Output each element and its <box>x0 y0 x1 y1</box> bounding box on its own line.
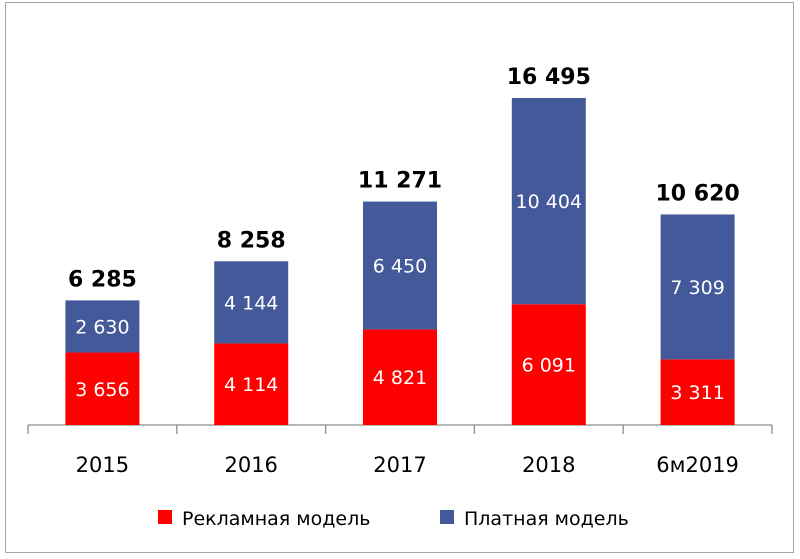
bar-segment <box>660 214 735 360</box>
bar-value-label: 2 630 <box>75 316 129 338</box>
bar-value-label: 4 114 <box>224 374 278 396</box>
legend-swatch <box>158 510 172 524</box>
bar-value-label: 10 404 <box>516 191 582 213</box>
x-tick-label: 2015 <box>76 453 129 477</box>
bar-value-label: 4 821 <box>373 367 427 389</box>
bar-total-label: 11 271 <box>358 169 442 194</box>
bar-segment <box>511 98 586 305</box>
legend-label: Рекламная модель <box>182 508 370 530</box>
bar-segment <box>65 300 140 353</box>
x-tick-label: 2016 <box>224 453 277 477</box>
bar-value-label: 3 311 <box>670 382 724 404</box>
bar-value-label: 7 309 <box>670 277 724 299</box>
bar-segment <box>214 343 289 425</box>
legend-label: Платная модель <box>464 508 629 530</box>
bar-segment <box>214 261 289 344</box>
bar-total-label: 16 495 <box>507 65 591 90</box>
bar-segment <box>363 201 437 330</box>
x-tick-label: 2017 <box>373 453 426 477</box>
bar-value-label: 6 091 <box>522 355 576 377</box>
x-tick-label: 2018 <box>522 453 575 477</box>
bar-total-label: 10 620 <box>655 181 739 206</box>
bar-total-label: 8 258 <box>217 228 286 253</box>
bar-segment <box>363 329 437 425</box>
bar-value-label: 6 450 <box>373 255 427 277</box>
bar-segment <box>511 304 586 425</box>
bar-total-label: 6 285 <box>68 267 137 292</box>
legend-swatch <box>440 510 454 524</box>
bar-segment <box>65 352 140 425</box>
x-tick-label: 6м2019 <box>656 453 739 477</box>
bar-segment <box>660 359 735 425</box>
bar-value-label: 3 656 <box>75 379 129 401</box>
bar-value-label: 4 144 <box>224 292 278 314</box>
chart-frame <box>5 2 794 553</box>
